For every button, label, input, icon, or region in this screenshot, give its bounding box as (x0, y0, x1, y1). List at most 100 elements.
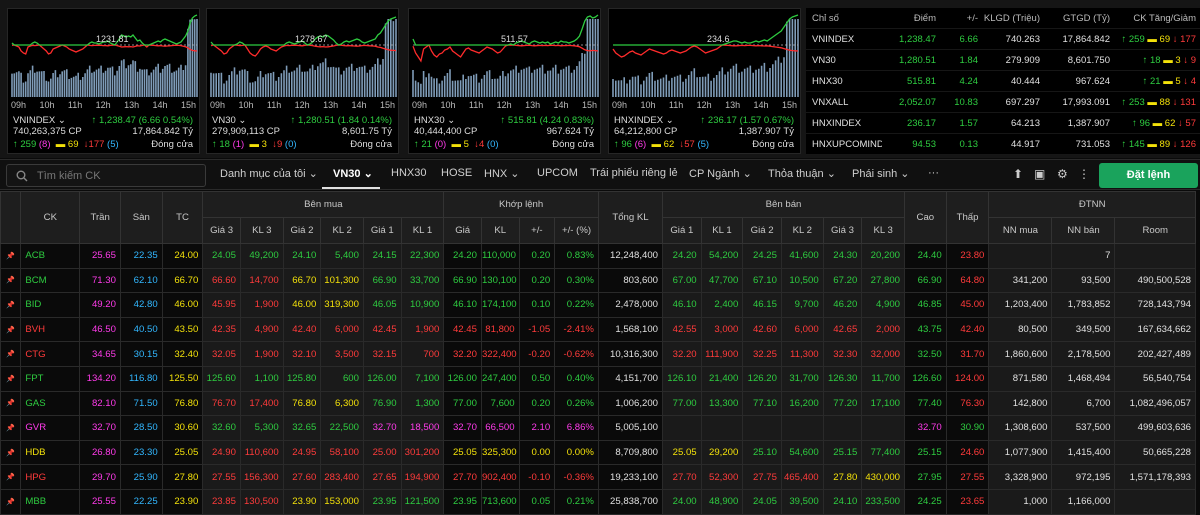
pin-icon[interactable]: 📌 (0, 365, 22, 392)
col-updown[interactable]: CK Tăng/Giảm (1133, 12, 1196, 24)
col-ck[interactable]: CK (20, 191, 81, 244)
place-order-button[interactable]: Đặt lệnh (1099, 163, 1198, 188)
symbol-cell[interactable]: BVH (20, 316, 81, 343)
subcol[interactable]: KL 2 (320, 217, 364, 244)
search-icon (16, 170, 28, 182)
subcol[interactable]: KL 1 (700, 217, 744, 244)
tab-3[interactable]: HOSE (441, 167, 473, 179)
pin-icon[interactable]: 📌 (0, 267, 22, 294)
tab-10[interactable]: ··· (928, 167, 939, 179)
subcol[interactable]: Room (1114, 217, 1196, 244)
chart-vn30[interactable]: 1278.67 09h 10h 11h 12h 13h 14h 15h VN30 ⌄ ↑ 1,28… (206, 8, 399, 154)
index-value: 8,601.75 Tỷ (341, 126, 392, 137)
chart-hnx30[interactable]: 511.57 09h 10h 11h 12h 13h 14h 15h HNX30 ⌄ ↑ 515.… (408, 8, 601, 154)
index-row[interactable]: VNXALL 2,052.07 10.83 697.297 17,993.091 ↑ 25… (806, 92, 1200, 113)
pin-icon[interactable]: 📌 (0, 341, 22, 367)
tab-0[interactable]: Danh mục của tôi ⌄ (220, 168, 318, 180)
subcol[interactable]: Giá 2 (742, 217, 782, 244)
tab-4[interactable]: HNX ⌄ (484, 168, 520, 180)
table-row[interactable]: 📌 GVR 32.70 28.50 30.60 32.60 5,300 32.65 22,500… (0, 415, 1196, 441)
col-index[interactable]: Chỉ số (812, 12, 839, 24)
tab-2[interactable]: HNX30 (391, 167, 427, 179)
table-row[interactable]: 📌 FPT 134.20 116.80 125.50 125.60 1,100 125.80 6… (0, 365, 1196, 392)
subcol[interactable]: KL 1 (400, 217, 445, 244)
tab-1[interactable]: VN30 ⌄ (333, 168, 373, 180)
tab-7[interactable]: CP Ngành ⌄ (689, 168, 752, 180)
table-row[interactable]: 📌 ACB 25.65 22.35 24.00 24.05 49,200 24.10 5,400… (0, 243, 1196, 269)
chart-hnxindex[interactable]: 234.6 09h 10h 11h 12h 13h 14h 15h HNXINDEX ⌄ ↑ 23… (608, 8, 801, 154)
tab-9[interactable]: Phái sinh ⌄ (852, 168, 910, 180)
symbol-cell[interactable]: ACB (20, 243, 81, 269)
pin-icon[interactable]: 📌 (0, 390, 22, 417)
symbol-cell[interactable]: FPT (20, 365, 81, 392)
subcol[interactable]: +/- (%) (554, 217, 599, 244)
gear-icon[interactable]: ⚙ (1057, 167, 1068, 181)
symbol-cell[interactable]: MBB (20, 488, 81, 515)
col-low[interactable]: Thấp (945, 191, 990, 244)
upload-icon[interactable]: ⬆ (1013, 167, 1024, 181)
subcol[interactable]: KL (480, 217, 520, 244)
col-high[interactable]: Cao (904, 191, 947, 244)
symbol-cell[interactable]: BID (20, 292, 81, 318)
pin-icon[interactable]: 📌 (0, 439, 22, 466)
pin-icon[interactable]: 📌 (0, 464, 22, 490)
index-row[interactable]: VNINDEX 1,238.47 6.66 740.263 17,864.842 ↑ 25… (806, 29, 1200, 50)
search-placeholder: Tìm kiếm CK (37, 170, 101, 182)
subcol[interactable]: NN bán (1051, 217, 1116, 244)
col-total-vol[interactable]: Tổng KL (597, 191, 664, 244)
tab-5[interactable]: UPCOM (537, 167, 578, 179)
table-row[interactable]: 📌 CTG 34.65 30.15 32.40 32.05 1,900 32.10 3,500 3… (0, 341, 1196, 367)
col-ref[interactable]: TC (161, 191, 204, 244)
pin-icon[interactable]: 📌 (0, 292, 22, 318)
table-row[interactable]: 📌 GAS 82.10 71.50 76.80 76.70 17,400 76.80 6,300… (0, 390, 1196, 417)
table-row[interactable]: 📌 MBB 25.55 22.25 23.90 23.85 130,500 23.90 153,… (0, 488, 1196, 515)
subcol[interactable]: Giá 3 (202, 217, 241, 244)
subcol[interactable]: Giá 1 (662, 217, 702, 244)
col-change[interactable]: +/- (966, 12, 978, 24)
subcol[interactable]: KL 2 (780, 217, 824, 244)
index-row[interactable]: HNXINDEX 236.17 1.57 64.213 1,387.907 ↑ 96 ▬ … (806, 113, 1200, 134)
table-row[interactable]: 📌 HPG 29.70 25.90 27.80 27.55 156,300 27.60 283,… (0, 464, 1196, 490)
time-tick: 11h (668, 100, 684, 110)
pin-icon[interactable]: 📌 (0, 415, 22, 441)
col-ceiling[interactable]: Trần (79, 191, 121, 244)
symbol-cell[interactable]: HPG (20, 464, 81, 490)
subcol[interactable]: NN mua (988, 217, 1053, 244)
subcol[interactable]: KL 3 (239, 217, 284, 244)
subcol[interactable]: Giá 3 (822, 217, 863, 244)
chart-vnindex[interactable]: 1231.81 09h 10h 11h 12h 13h 14h 15h VNINDEX ⌄ ↑ 1… (7, 8, 200, 154)
search-input[interactable]: Tìm kiếm CK (6, 164, 206, 187)
table-row[interactable]: 📌 BCM 71.30 62.10 66.70 66.60 14,700 66.70 101,3… (0, 267, 1196, 294)
table-row[interactable]: 📌 BVH 46.50 40.50 43.50 42.35 4,900 42.40 6,000 4… (0, 316, 1196, 343)
col-point[interactable]: Điểm (913, 12, 936, 24)
pin-icon[interactable]: 📌 (0, 243, 22, 269)
symbol-cell[interactable]: HDB (20, 439, 81, 466)
col-vol[interactable]: KLGD (Triệu) (983, 12, 1040, 24)
pin-icon[interactable]: 📌 (0, 488, 22, 515)
symbol-cell[interactable]: GAS (20, 390, 81, 417)
table-row[interactable]: 📌 HDB 26.80 23.30 25.05 24.90 110,600 24.95 58,1… (0, 439, 1196, 466)
symbol-cell[interactable]: BCM (20, 267, 81, 294)
excel-icon[interactable]: ▣ (1034, 167, 1046, 181)
time-tick: 12h (496, 100, 512, 110)
subcol[interactable]: Giá (443, 217, 482, 244)
index-row[interactable]: VN30 1,280.51 1.84 279.909 8,601.750 ↑ 18 ▬ 3… (806, 50, 1200, 71)
index-row[interactable]: HNX30 515.81 4.24 40.444 967.624 ↑ 21 ▬ 5 ↓ 4 (806, 71, 1200, 92)
subcol[interactable]: KL 3 (861, 217, 905, 244)
col-floor[interactable]: Sàn (119, 191, 163, 244)
market-status: Đóng cửa (552, 139, 594, 150)
table-row[interactable]: 📌 BID 49.20 42.80 46.00 45.95 1,900 46.00 319,30… (0, 292, 1196, 318)
col-value[interactable]: GTGD (Tỷ) (1063, 12, 1110, 24)
pin-icon[interactable]: 📌 (0, 316, 22, 343)
subcol[interactable]: +/- (518, 217, 556, 244)
col-pin (0, 191, 22, 244)
subcol[interactable]: Giá 1 (362, 217, 402, 244)
subcol[interactable]: Giá 2 (282, 217, 322, 244)
symbol-cell[interactable]: CTG (20, 341, 81, 367)
symbol-cell[interactable]: GVR (20, 415, 81, 441)
tab-6[interactable]: Trái phiếu riêng lẻ (590, 167, 678, 179)
tab-8[interactable]: Thỏa thuận ⌄ (768, 168, 836, 180)
market-status: Đóng cửa (151, 139, 193, 150)
more-vertical-icon[interactable]: ⋮ (1078, 167, 1090, 181)
